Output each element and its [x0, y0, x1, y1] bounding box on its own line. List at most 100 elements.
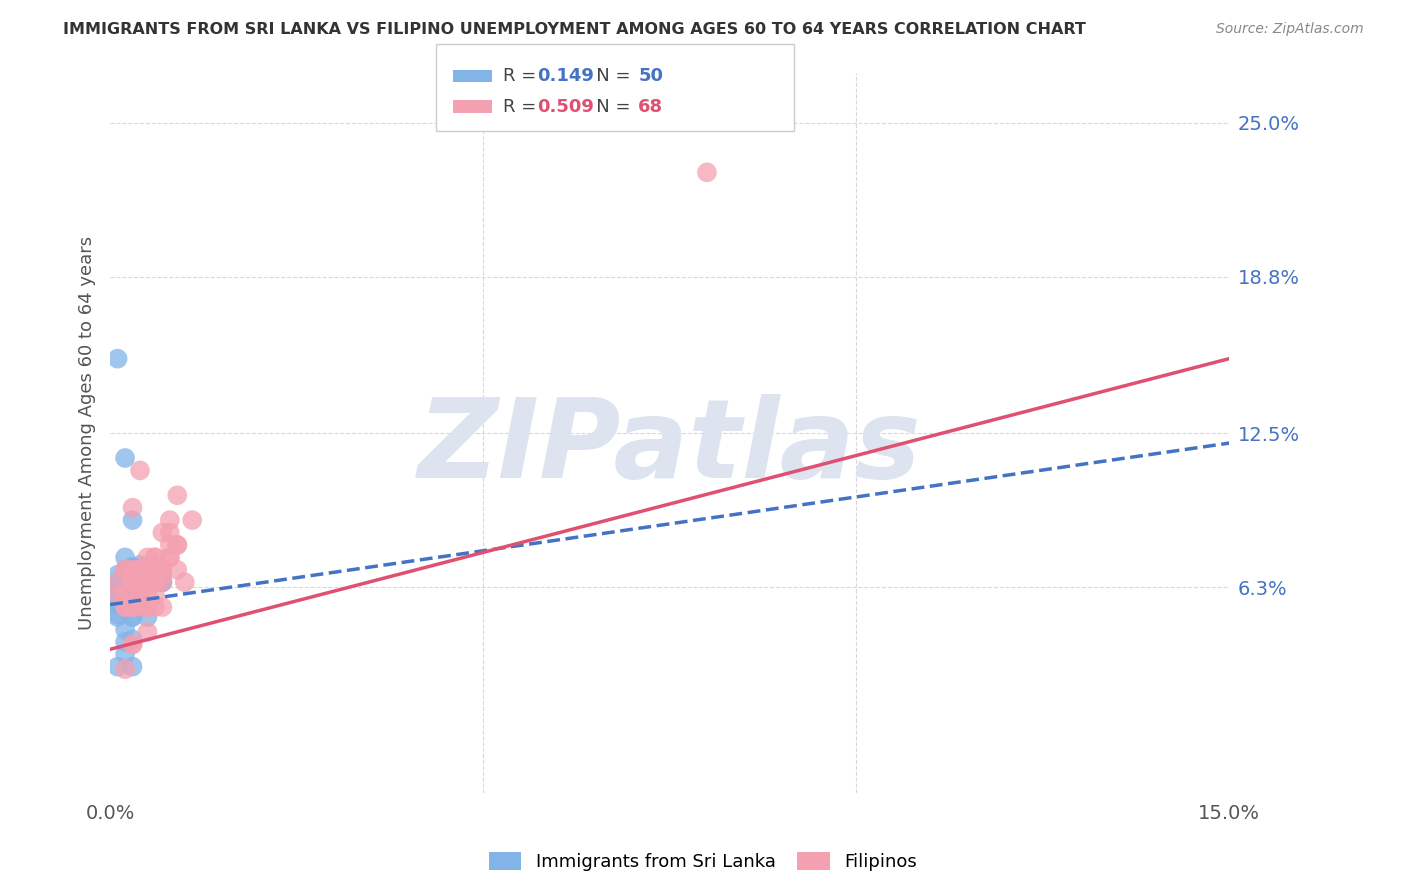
Point: [114, 588, 136, 602]
Point: [121, 595, 143, 609]
Point: [136, 575, 159, 590]
Point: [129, 582, 152, 597]
Point: [129, 563, 152, 577]
Point: [114, 600, 136, 615]
Point: [121, 575, 143, 590]
Point: [107, 598, 129, 612]
Point: [129, 575, 152, 590]
Point: [136, 575, 159, 590]
Point: [114, 575, 136, 590]
Point: [181, 513, 204, 527]
Point: [114, 550, 136, 565]
Point: [121, 659, 143, 673]
Point: [121, 500, 143, 515]
Point: [129, 563, 152, 577]
Point: [121, 600, 143, 615]
Point: [121, 575, 143, 590]
Point: [114, 600, 136, 615]
Point: [121, 592, 143, 607]
Point: [121, 610, 143, 624]
Point: [143, 560, 166, 574]
Point: [114, 647, 136, 661]
Point: [121, 610, 143, 624]
Point: [143, 563, 166, 577]
Point: [129, 575, 152, 590]
Point: [129, 575, 152, 590]
Text: R =: R =: [503, 97, 543, 116]
Point: [114, 563, 136, 577]
Point: [150, 575, 173, 590]
Point: [129, 558, 152, 572]
Point: [143, 600, 166, 615]
Point: [136, 600, 159, 615]
Point: [143, 550, 166, 565]
Point: [129, 580, 152, 594]
Point: [129, 575, 152, 590]
Point: [129, 600, 152, 615]
Point: [173, 575, 195, 590]
Point: [159, 550, 181, 565]
Point: [107, 567, 129, 582]
Point: [150, 563, 173, 577]
Point: [129, 575, 152, 590]
Point: [121, 637, 143, 651]
Point: [129, 588, 152, 602]
Text: N =: N =: [579, 67, 637, 85]
Point: [121, 575, 143, 590]
Point: [107, 351, 129, 366]
Point: [114, 598, 136, 612]
Point: [121, 592, 143, 607]
Point: [121, 575, 143, 590]
Point: [121, 560, 143, 574]
Point: [107, 575, 129, 590]
Point: [107, 582, 129, 597]
Point: [150, 600, 173, 615]
Point: [121, 600, 143, 615]
Point: [121, 560, 143, 574]
Point: [150, 567, 173, 582]
Point: [166, 538, 188, 552]
Point: [121, 632, 143, 647]
Point: [114, 588, 136, 602]
Point: [114, 635, 136, 649]
Point: [129, 580, 152, 594]
Point: [121, 575, 143, 590]
Text: R =: R =: [503, 67, 543, 85]
Point: [114, 598, 136, 612]
Point: [107, 582, 129, 597]
Point: [114, 563, 136, 577]
Point: [107, 659, 129, 673]
Point: [159, 513, 181, 527]
Point: [143, 575, 166, 590]
Point: [143, 575, 166, 590]
Text: 0.509: 0.509: [537, 97, 593, 116]
Point: [143, 550, 166, 565]
Text: IMMIGRANTS FROM SRI LANKA VS FILIPINO UNEMPLOYMENT AMONG AGES 60 TO 64 YEARS COR: IMMIGRANTS FROM SRI LANKA VS FILIPINO UN…: [63, 22, 1087, 37]
Legend: Immigrants from Sri Lanka, Filipinos: Immigrants from Sri Lanka, Filipinos: [482, 845, 924, 879]
Point: [143, 588, 166, 602]
Text: Source: ZipAtlas.com: Source: ZipAtlas.com: [1216, 22, 1364, 37]
Text: 68: 68: [638, 97, 664, 116]
Point: [136, 575, 159, 590]
Point: [159, 525, 181, 540]
Point: [114, 563, 136, 577]
Point: [136, 624, 159, 639]
Point: [107, 610, 129, 624]
Point: [107, 588, 129, 602]
Text: ZIPatlas: ZIPatlas: [418, 394, 921, 501]
Point: [114, 575, 136, 590]
Point: [136, 588, 159, 602]
Point: [136, 563, 159, 577]
Point: [136, 610, 159, 624]
Text: N =: N =: [579, 97, 637, 116]
Point: [150, 563, 173, 577]
Point: [121, 563, 143, 577]
Text: 0.149: 0.149: [537, 67, 593, 85]
Point: [107, 598, 129, 612]
Point: [150, 575, 173, 590]
Point: [121, 513, 143, 527]
Point: [121, 637, 143, 651]
Point: [129, 600, 152, 615]
Point: [121, 563, 143, 577]
Point: [143, 567, 166, 582]
